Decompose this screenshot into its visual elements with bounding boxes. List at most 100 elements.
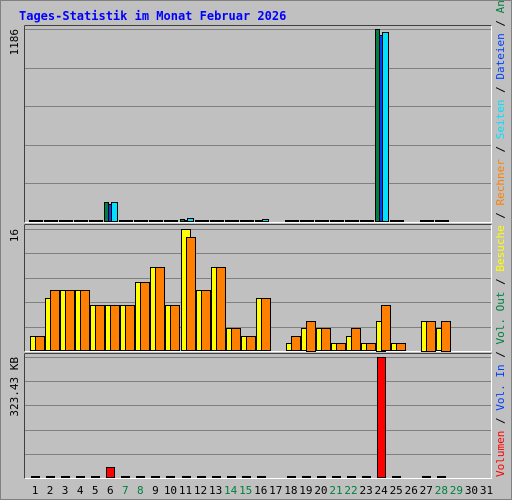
- bar-seiten-day-20: [322, 220, 329, 222]
- legend-item-rechner: Rechner: [494, 159, 507, 206]
- right-legend: Volumen / Vol. In / Vol. Out / Besuche /…: [494, 0, 507, 477]
- bar-rechner-day-2: [50, 290, 60, 351]
- bar-rechner-day-20: [321, 328, 331, 351]
- bar-volumen-day-3: [61, 476, 70, 478]
- x-tick-label-day-23: 23: [359, 484, 372, 497]
- bar-volumen-day-27: [422, 476, 431, 478]
- bar-anfragen-day-9: [149, 220, 154, 222]
- panel-3: 323.43 KB: [8, 353, 492, 479]
- bar-seiten-day-22: [352, 220, 359, 222]
- x-tick-label-day-19: 19: [299, 484, 312, 497]
- bar-seiten-day-6: [111, 202, 118, 222]
- bar-volumen-day-14: [227, 476, 236, 478]
- x-tick-label-day-6: 6: [107, 484, 114, 497]
- bar-seiten-day-25: [397, 220, 404, 222]
- x-tick-label-day-2: 2: [47, 484, 54, 497]
- bar-rechner-day-9: [155, 267, 165, 351]
- legend-item-besuche: Besuche: [494, 225, 507, 271]
- x-tick-label-day-12: 12: [194, 484, 207, 497]
- x-tick-label-day-21: 21: [329, 484, 342, 497]
- bar-seiten-day-24: [382, 32, 389, 222]
- x-tick-label-day-11: 11: [179, 484, 192, 497]
- bar-rechner-day-16: [261, 298, 271, 351]
- bar-seiten-day-15: [247, 220, 254, 222]
- panel-frame: [24, 353, 492, 479]
- bar-anfragen-day-4: [74, 220, 79, 222]
- bar-rechner-day-13: [216, 267, 226, 351]
- x-tick-label-day-31: 31: [480, 484, 493, 497]
- bar-volumen-day-24: [377, 357, 386, 478]
- bar-rechner-day-12: [201, 290, 211, 351]
- bar-volumen-day-12: [197, 476, 206, 478]
- y-max-label: 16: [8, 229, 21, 242]
- legend-separator: /: [494, 411, 507, 431]
- legend-separator: /: [494, 139, 507, 159]
- bar-rechner-day-18: [291, 336, 301, 351]
- bar-anfragen-day-16: [255, 220, 260, 222]
- bar-volumen-day-15: [242, 476, 251, 478]
- bar-anfragen-day-15: [240, 220, 245, 222]
- legend-item-anfragen: Anfragen: [494, 0, 507, 13]
- x-tick-label-day-7: 7: [122, 484, 129, 497]
- x-tick-label-day-17: 17: [269, 484, 282, 497]
- legend-text: Volumen / Vol. In / Vol. Out / Besuche /…: [494, 0, 507, 477]
- x-tick-label-day-16: 16: [254, 484, 267, 497]
- bar-anfragen-day-27: [420, 220, 425, 222]
- series-volumen: [31, 357, 446, 478]
- bar-volumen-day-7: [121, 476, 130, 478]
- bar-volumen-day-1: [31, 476, 40, 478]
- bar-rechner-day-14: [231, 328, 241, 351]
- bar-seiten-day-23: [367, 220, 374, 222]
- series-rechner: [35, 237, 451, 352]
- x-tick-label-day-15: 15: [239, 484, 252, 497]
- bar-anfragen-day-28: [435, 220, 440, 222]
- bar-anfragen-day-11: [180, 219, 185, 222]
- bar-volumen-day-25: [392, 476, 401, 478]
- legend-item-volumen: Volumen: [494, 431, 507, 477]
- legend-separator: /: [494, 345, 507, 365]
- chart-title: Tages-Statistik im Monat Februar 2026: [19, 9, 286, 23]
- x-tick-label-day-20: 20: [314, 484, 327, 497]
- panel-1: 1186: [8, 25, 492, 223]
- bar-anfragen-day-13: [210, 220, 215, 222]
- bar-seiten-day-13: [217, 220, 224, 222]
- bar-volumen-day-4: [76, 476, 85, 478]
- bar-volumen-day-8: [136, 476, 145, 478]
- bar-seiten-day-9: [156, 220, 163, 222]
- bar-rechner-day-7: [125, 305, 135, 351]
- x-tick-label-day-24: 24: [375, 484, 389, 497]
- bar-rechner-day-8: [140, 282, 150, 351]
- bar-anfragen-day-21: [330, 220, 335, 222]
- bar-volumen-day-22: [347, 476, 356, 478]
- x-tick-label-day-26: 26: [405, 484, 418, 497]
- bar-rechner-day-4: [80, 290, 90, 351]
- x-tick-label-day-25: 25: [390, 484, 403, 497]
- bar-volumen-day-6: [106, 467, 115, 478]
- x-tick-label-day-18: 18: [284, 484, 297, 497]
- y-max-label: 1186: [8, 29, 21, 56]
- bar-volumen-day-23: [362, 476, 371, 478]
- bar-rechner-day-28: [441, 321, 451, 352]
- bar-anfragen-day-24: [375, 29, 380, 222]
- bar-anfragen-day-22: [345, 220, 350, 222]
- bar-volumen-day-16: [257, 476, 266, 478]
- bar-anfragen-day-8: [134, 220, 139, 222]
- x-tick-label-day-3: 3: [62, 484, 69, 497]
- panel-frame: [24, 25, 492, 223]
- bar-volumen-day-21: [332, 476, 341, 478]
- legend-item-dateien: Dateien: [494, 33, 507, 79]
- bar-seiten-day-11: [187, 218, 194, 222]
- x-tick-label-day-13: 13: [209, 484, 222, 497]
- bar-seiten-day-19: [307, 220, 314, 222]
- legend-separator: /: [494, 205, 507, 225]
- bar-anfragen-day-3: [59, 220, 64, 222]
- bar-volumen-day-11: [182, 476, 191, 478]
- bar-seiten-day-27: [427, 220, 434, 222]
- bar-volumen-day-13: [212, 476, 221, 478]
- bar-seiten-day-14: [232, 220, 239, 222]
- bar-volumen-day-19: [302, 476, 311, 478]
- bar-rechner-day-22: [351, 328, 361, 351]
- bar-rechner-day-23: [366, 343, 376, 351]
- x-tick-label-day-1: 1: [32, 484, 39, 497]
- bar-seiten-day-21: [337, 220, 344, 222]
